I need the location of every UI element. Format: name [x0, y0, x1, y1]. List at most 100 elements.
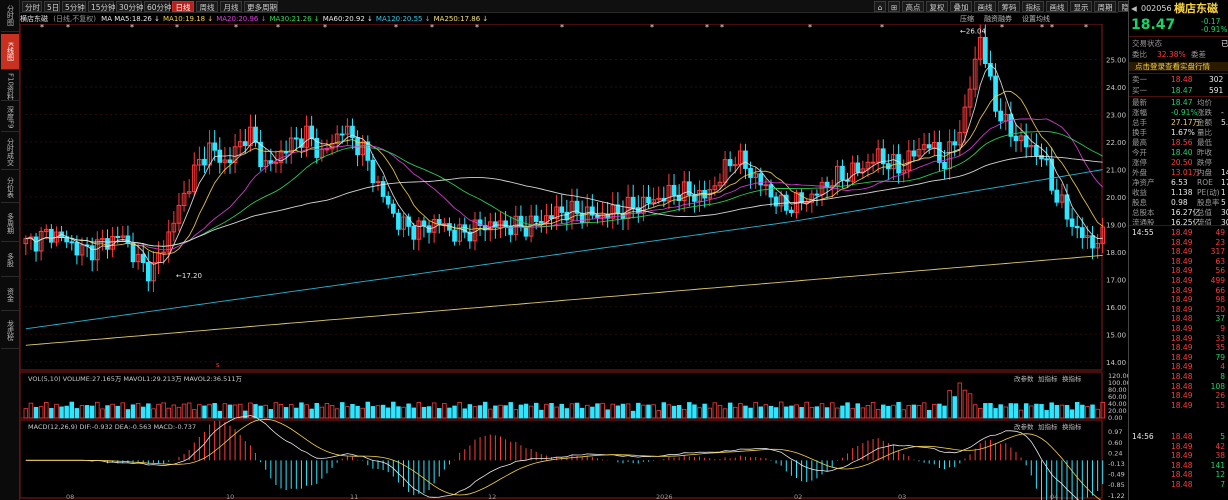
- volume-bar-163: [855, 403, 860, 419]
- login-link[interactable]: 点击登录查看实盘行情: [1135, 62, 1210, 71]
- legend-btn-1[interactable]: 融资融券: [984, 15, 1012, 23]
- tick-volume: 141: [1210, 460, 1225, 470]
- tick-price: 18.49: [1171, 304, 1193, 314]
- volume-bar-95: [508, 402, 513, 419]
- toolbar-btn-6[interactable]: 画线: [1046, 1, 1068, 12]
- stat-value: 6.53: [1171, 178, 1188, 187]
- volume-bar-9: [69, 401, 75, 419]
- left-tab-8[interactable]: 资金: [1, 279, 19, 311]
- macd-btn-2[interactable]: 换指标: [1062, 422, 1082, 431]
- period-tab-2[interactable]: 5分钟: [62, 1, 86, 12]
- left-tab-4[interactable]: 分时成交: [1, 134, 19, 170]
- layout-icon[interactable]: ⊞: [888, 1, 900, 12]
- left-tab-7[interactable]: 多股: [1, 244, 19, 277]
- volume-btn-1[interactable]: 加指标: [1038, 374, 1058, 383]
- stat-label: 流通股: [1132, 218, 1155, 227]
- volume-bar-153: [804, 401, 809, 419]
- period-tab-0[interactable]: 分时: [22, 1, 42, 12]
- period-tab-8[interactable]: 月线: [220, 1, 242, 12]
- period-tab-3[interactable]: 15分钟: [88, 1, 116, 12]
- candle-30: [176, 204, 182, 224]
- period-tab-9[interactable]: 更多周期: [244, 1, 278, 12]
- price-tick-3: 17.00: [1106, 276, 1126, 284]
- weibi-value: 32.38%: [1157, 50, 1186, 59]
- period-tab-6[interactable]: 日线: [172, 1, 194, 12]
- stat-label-2: 均价: [1197, 98, 1212, 107]
- kline-chart[interactable]: 14.00 15.00 16.00 17.00 18.00 19.00 20.00 21.00…: [20, 24, 1128, 500]
- candle-31: [181, 192, 187, 206]
- last-price: 18.47: [1131, 17, 1176, 33]
- volume-bar-100: [533, 402, 539, 419]
- candle-28: [166, 231, 172, 253]
- period-tab-4[interactable]: 30分钟: [116, 1, 144, 12]
- tick-price: 18.48: [1171, 314, 1193, 324]
- stat-label: 涨幅: [1132, 108, 1147, 117]
- period-tab-1[interactable]: 5日: [44, 1, 60, 12]
- toolbar-btn-8[interactable]: 周期: [1094, 1, 1116, 12]
- left-tab-6[interactable]: 多周期: [1, 205, 19, 242]
- stat-label-2: 总值: [1197, 208, 1212, 217]
- candle-40: [227, 159, 233, 163]
- quote-panel: ◀ 002056 横店东磁 18.47 -0.17 -0.91% 交易状态 已 …: [1128, 0, 1228, 500]
- volume-bar-31: [181, 403, 187, 419]
- volume-bar-94: [503, 405, 508, 419]
- volume-btn-0[interactable]: 改参数: [1014, 374, 1034, 383]
- volume-bar-78: [421, 406, 427, 419]
- toolbar-btn-4[interactable]: 筹码: [998, 1, 1020, 12]
- volume-bar-88: [472, 406, 478, 419]
- candle-143: [753, 173, 759, 178]
- collapse-arrow-icon[interactable]: ◀: [1131, 4, 1137, 13]
- volume-bar-202: [1054, 404, 1060, 419]
- left-tab-0[interactable]: 分时图: [1, 0, 19, 32]
- volume-bar-109: [579, 407, 585, 419]
- volume-btn-2[interactable]: 换指标: [1062, 374, 1082, 383]
- toolbar-btn-2[interactable]: 叠加: [950, 1, 972, 12]
- legend-btn-2[interactable]: 设置均线: [1022, 15, 1050, 23]
- volume-bar-82: [442, 403, 447, 419]
- left-tab-3[interactable]: 深度F9: [1, 103, 19, 132]
- macd-btn-1[interactable]: 加指标: [1038, 422, 1058, 431]
- volume-bar-112: [595, 403, 600, 419]
- toolbar-btn-7[interactable]: 显示: [1070, 1, 1092, 12]
- toolbar-btn-0[interactable]: 高点: [902, 1, 924, 12]
- tick-row: 14:56 18.48 5: [1129, 432, 1228, 441]
- candle-2: [33, 236, 39, 252]
- bid1-price: 18.47: [1171, 86, 1193, 95]
- price-tick-4: 18.00: [1106, 249, 1126, 257]
- price-change: -0.17: [1201, 17, 1221, 26]
- period-tab-5[interactable]: 60分钟: [144, 1, 172, 12]
- candle-129: [681, 181, 687, 201]
- event-star-8: *: [430, 24, 434, 32]
- volume-bar-91: [488, 408, 493, 419]
- toolbar-btn-3[interactable]: 画线: [974, 1, 996, 12]
- volume-bar-150: [789, 405, 794, 419]
- stat-value-2: 1: [1221, 188, 1226, 197]
- left-tab-5[interactable]: 分价表: [1, 172, 19, 203]
- stat-label: 换手: [1132, 128, 1147, 137]
- volume-bar-154: [809, 406, 815, 419]
- tick-price: 18.48: [1171, 432, 1193, 441]
- volume-bar-125: [661, 402, 667, 419]
- weicha-label: 委差: [1191, 50, 1206, 59]
- legend-btn-0[interactable]: 压缩: [960, 15, 974, 23]
- period-tab-7[interactable]: 周线: [196, 1, 218, 12]
- volume-bar-152: [799, 407, 804, 419]
- candle-91: [487, 221, 493, 231]
- volume-bar-0: [23, 408, 29, 419]
- volume-bar-174: [911, 404, 917, 419]
- toolbar-btn-5[interactable]: 指标: [1022, 1, 1044, 12]
- legend-stock-name: 横店东磁: [20, 15, 48, 23]
- left-tab-1[interactable]: K线图: [1, 34, 19, 70]
- stat-row: 股息 0.98 股息率 5: [1129, 198, 1228, 207]
- volume-bar-34: [197, 404, 202, 419]
- volume-bar-96: [513, 409, 519, 419]
- volume-bar-198: [1034, 403, 1039, 419]
- tick-price: 18.49: [1171, 237, 1193, 247]
- candle-148: [778, 194, 784, 207]
- toolbar-btn-1[interactable]: 复权: [926, 1, 948, 12]
- macd-btn-0[interactable]: 改参数: [1014, 422, 1034, 431]
- left-tab-9[interactable]: 龙虎榜: [1, 313, 19, 349]
- candle-59: [324, 148, 330, 151]
- left-tab-2[interactable]: F10资料: [1, 72, 19, 101]
- home-icon[interactable]: ⌂: [874, 1, 886, 12]
